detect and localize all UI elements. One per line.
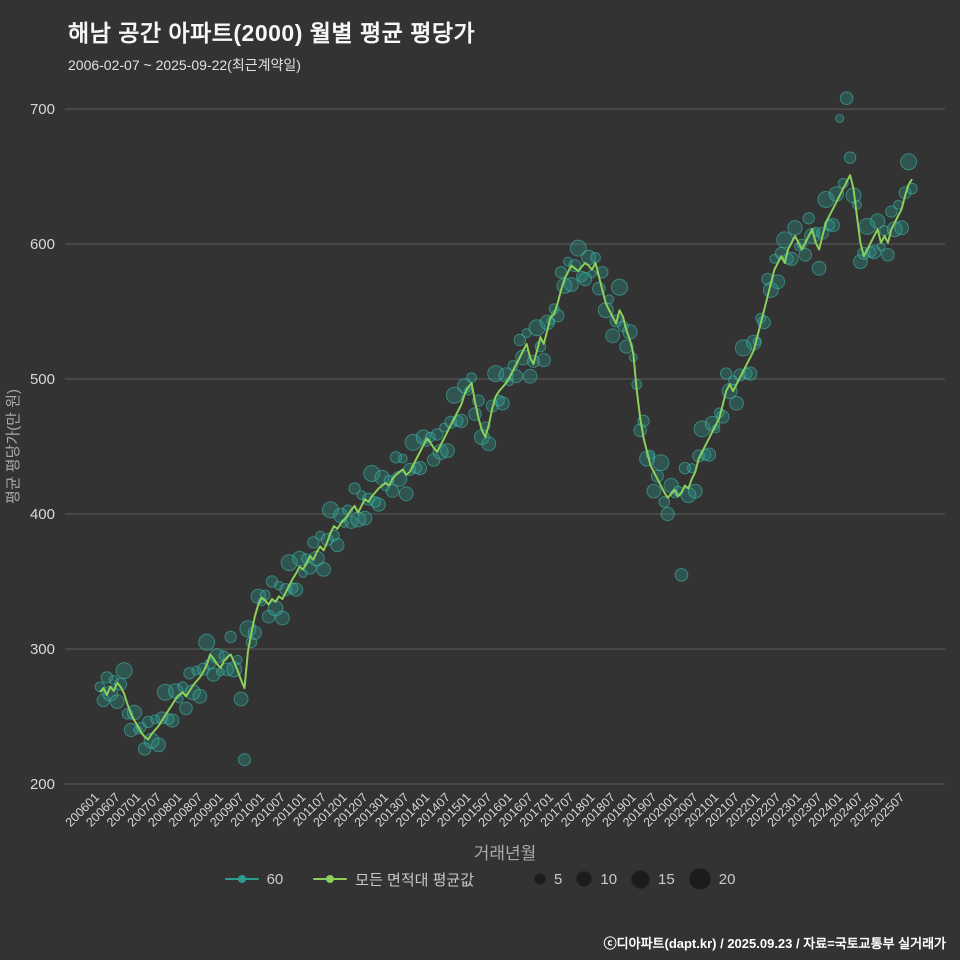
- size-circle-icon: [631, 869, 651, 889]
- page-subtitle: 2006-02-07 ~ 2025-09-22(최근계약일): [68, 57, 301, 73]
- size-circle-icon: [576, 871, 593, 887]
- size-circle-icon: [688, 868, 711, 890]
- svg-text:200: 200: [30, 776, 55, 793]
- svg-text:평균 평당가(만 원): 평균 평당가(만 원): [5, 389, 22, 504]
- legend-size-15: 15: [631, 869, 675, 889]
- teal-line-swatch-icon: [224, 875, 259, 883]
- chart-header: 해남 공간 아파트(2000) 월별 평균 평당가 2006-02-07 ~ 2…: [0, 0, 960, 75]
- svg-text:500: 500: [30, 371, 55, 388]
- chart-area: 200 300 400 500 600 700 200601 200607 200701 2007…: [0, 79, 960, 874]
- svg-text:600: 600: [30, 236, 55, 253]
- legend-size-5: 5: [534, 871, 562, 888]
- legend-line-label: 모든 면적대 평균값: [355, 871, 475, 889]
- svg-text:700: 700: [30, 101, 55, 118]
- chart-legend: 60 모든 면적대 평균값 5 10 15 20: [0, 868, 960, 890]
- legend-size-10-label: 10: [600, 870, 618, 888]
- legend-size-5-label: 5: [554, 870, 563, 888]
- green-line-swatch-icon: [313, 875, 348, 883]
- chart-svg: 2003004005006007002006012006072007012007…: [5, 91, 945, 863]
- size-circle-icon: [534, 873, 547, 885]
- legend-size-15-label: 15: [658, 870, 675, 888]
- svg-text:400: 400: [30, 506, 55, 523]
- legend-size-scale: 5 10 15 20: [534, 868, 735, 890]
- legend-item-line[interactable]: 모든 면적대 평균값: [313, 869, 474, 890]
- source-credit: ⓒ디아파트(dapt.kr) / 2025.09.23 / 자료=국토교통부 실…: [603, 936, 946, 951]
- page-title: 해남 공간 아파트(2000) 월별 평균 평당가: [68, 20, 476, 46]
- legend-size-20: 20: [688, 868, 736, 890]
- svg-text:거래년월: 거래년월: [474, 844, 537, 863]
- legend-item-scatter[interactable]: 60: [224, 870, 284, 888]
- legend-size-20-label: 20: [718, 870, 736, 888]
- legend-scatter-label: 60: [266, 870, 284, 888]
- svg-text:300: 300: [30, 641, 55, 658]
- legend-size-10: 10: [576, 871, 617, 888]
